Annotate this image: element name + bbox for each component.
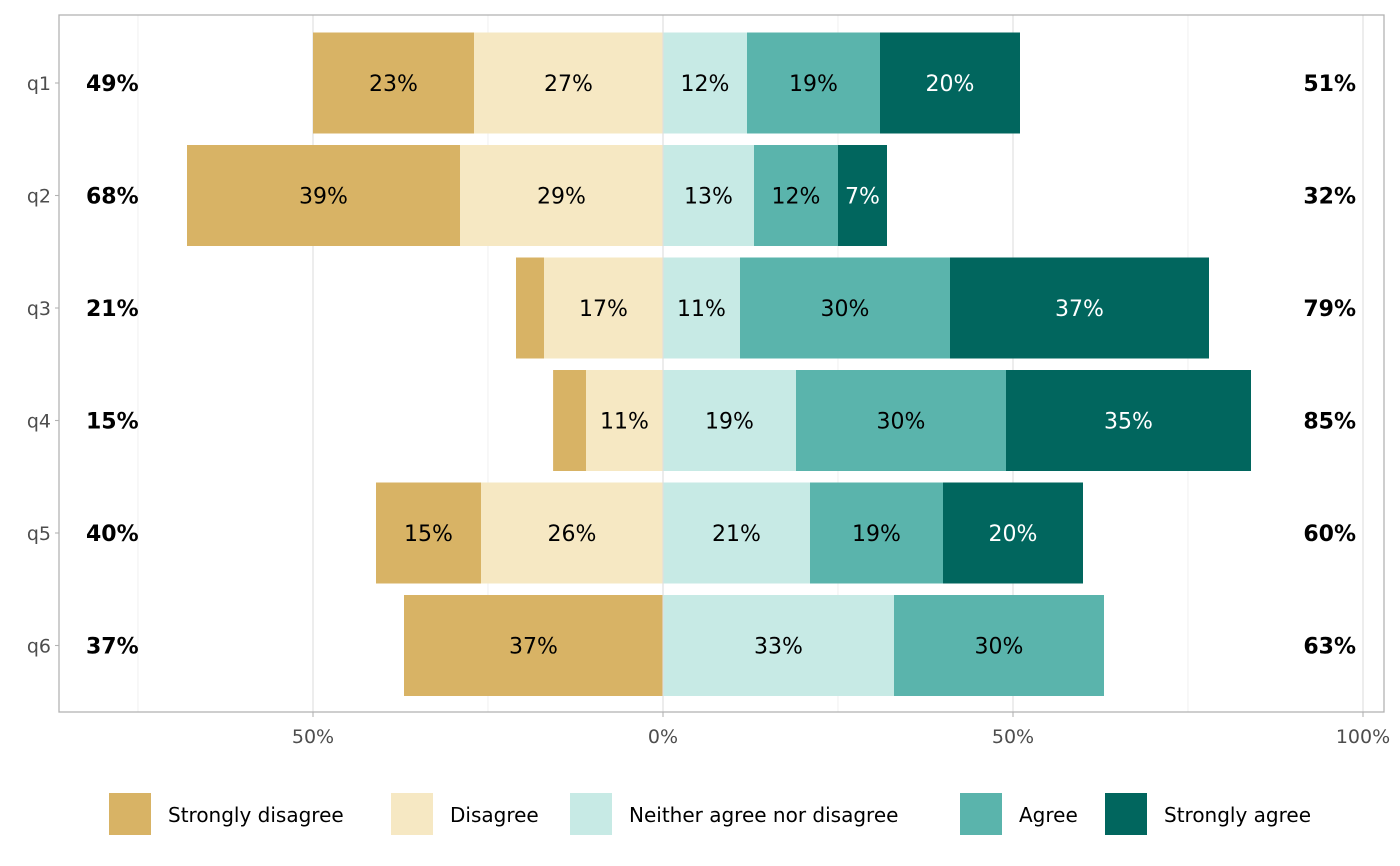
bar-segment-strongly-agree	[880, 32, 1020, 134]
bar-segment-strongly-disagree	[516, 257, 544, 359]
legend-key	[391, 793, 433, 835]
bar-segment-strongly-disagree	[404, 595, 663, 696]
legend-label: Disagree	[450, 803, 539, 827]
bar-segment-disagree	[481, 482, 663, 584]
segment-label: 13%	[684, 185, 733, 210]
y-tick-label: q6	[27, 636, 51, 658]
bar-segment-agree	[810, 482, 943, 584]
segment-label: 12%	[681, 72, 730, 97]
legend-item-neither-agree-nor-disagree: Neither agree nor disagree	[570, 793, 898, 835]
bar-segment-strongly-agree	[1006, 370, 1251, 471]
segment-label: 20%	[926, 72, 975, 97]
y-tick-label: q1	[27, 73, 51, 95]
left-total-label: 21%	[86, 297, 139, 322]
segment-label: 37%	[1055, 297, 1104, 322]
bar-segment-agree	[747, 32, 880, 134]
bar-segment-strongly-disagree	[553, 370, 586, 471]
x-tick-label: 100%	[1336, 726, 1390, 748]
legend-label: Neither agree nor disagree	[629, 803, 898, 827]
segment-label: 11%	[677, 297, 726, 322]
x-tick-label: 0%	[648, 726, 678, 748]
bar-segment-disagree	[474, 32, 663, 134]
legend-label: Agree	[1019, 803, 1078, 827]
bar-segment-neither-agree-nor-disagree	[663, 145, 754, 246]
right-total-label: 51%	[1303, 72, 1356, 97]
bar-segment-agree	[740, 257, 950, 359]
legend-key	[1105, 793, 1147, 835]
y-tick-label: q2	[27, 186, 51, 208]
bar-segment-agree	[754, 145, 838, 246]
segment-label: 35%	[1104, 410, 1153, 435]
x-axis: 50% 0% 50% 100%	[292, 712, 1390, 748]
segment-label: 27%	[544, 72, 593, 97]
bar-segment-strongly-agree	[943, 482, 1083, 584]
bars	[187, 15, 1251, 712]
segment-label: 30%	[975, 635, 1024, 660]
x-tick-label: 50%	[992, 726, 1034, 748]
bar-segment-strongly-agree	[950, 257, 1209, 359]
segment-labels: 27% 23% 12% 19% 20% 29% 39% 13% 12% 7% 17% 11% 30% 37…	[299, 72, 1153, 660]
legend-key	[570, 793, 612, 835]
total-labels: 49% 51% 68% 32% 21% 79% 15% 85% 40% 60% 37% 63%	[86, 72, 1356, 660]
left-total-label: 49%	[86, 72, 139, 97]
bar-segment-disagree	[460, 145, 663, 246]
y-tick-label: q3	[27, 298, 51, 320]
segment-label: 19%	[852, 522, 901, 547]
legend-key	[960, 793, 1002, 835]
segment-label: 17%	[579, 297, 628, 322]
legend-label: Strongly agree	[1164, 803, 1311, 827]
left-total-label: 15%	[86, 410, 139, 435]
segment-label: 15%	[404, 522, 453, 547]
legend-item-disagree: Disagree	[391, 793, 539, 835]
bar-segment-strongly-disagree	[313, 32, 474, 134]
panel-border	[58, 14, 1385, 713]
bar-segment-neither-agree-nor-disagree	[663, 32, 747, 134]
segment-label: 7%	[845, 185, 880, 210]
bar-segment-neither-agree-nor-disagree	[663, 370, 796, 471]
segment-label: 19%	[705, 410, 754, 435]
segment-label: 30%	[821, 297, 870, 322]
left-total-label: 37%	[86, 635, 139, 660]
bar-segment-neither-agree-nor-disagree	[663, 595, 894, 696]
bar-segment-strongly-disagree	[376, 482, 481, 584]
legend-key	[109, 793, 151, 835]
segment-label: 11%	[600, 410, 649, 435]
segment-label: 21%	[712, 522, 761, 547]
bar-segment-disagree	[544, 257, 663, 359]
legend-item-strongly-disagree: Strongly disagree	[109, 793, 344, 835]
bar-segment-strongly-agree	[838, 145, 887, 246]
segment-label: 29%	[537, 185, 586, 210]
legend: Strongly disagree Disagree Neither agree n…	[109, 793, 1311, 835]
segment-label: 19%	[789, 72, 838, 97]
segment-label: 30%	[877, 410, 926, 435]
segment-label: 12%	[772, 185, 821, 210]
y-tick-label: q4	[27, 411, 51, 433]
segment-label: 23%	[369, 72, 418, 97]
left-total-label: 40%	[86, 522, 139, 547]
bar-segment-neither-agree-nor-disagree	[663, 257, 740, 359]
right-total-label: 60%	[1303, 522, 1356, 547]
bar-segment-agree	[796, 370, 1006, 471]
segment-label: 26%	[548, 522, 597, 547]
segment-label: 20%	[989, 522, 1038, 547]
legend-item-strongly-agree: Strongly agree	[1105, 793, 1311, 835]
right-total-label: 79%	[1303, 297, 1356, 322]
bar-segment-disagree	[586, 370, 663, 471]
bar-segment-neither-agree-nor-disagree	[663, 482, 810, 584]
right-total-label: 85%	[1303, 410, 1356, 435]
segment-label: 37%	[509, 635, 558, 660]
right-total-label: 63%	[1303, 635, 1356, 660]
segment-label: 39%	[299, 185, 348, 210]
x-tick-label: 50%	[292, 726, 334, 748]
bar-segment-agree	[894, 595, 1104, 696]
y-tick-label: q5	[27, 523, 51, 545]
left-total-label: 68%	[86, 185, 139, 210]
segment-label: 33%	[754, 635, 803, 660]
right-total-label: 32%	[1303, 185, 1356, 210]
y-axis: q1 q2 q3 q4 q5 q6	[27, 73, 59, 658]
bar-segment-strongly-disagree	[187, 145, 460, 246]
legend-label: Strongly disagree	[168, 803, 344, 827]
legend-item-agree: Agree	[960, 793, 1078, 835]
